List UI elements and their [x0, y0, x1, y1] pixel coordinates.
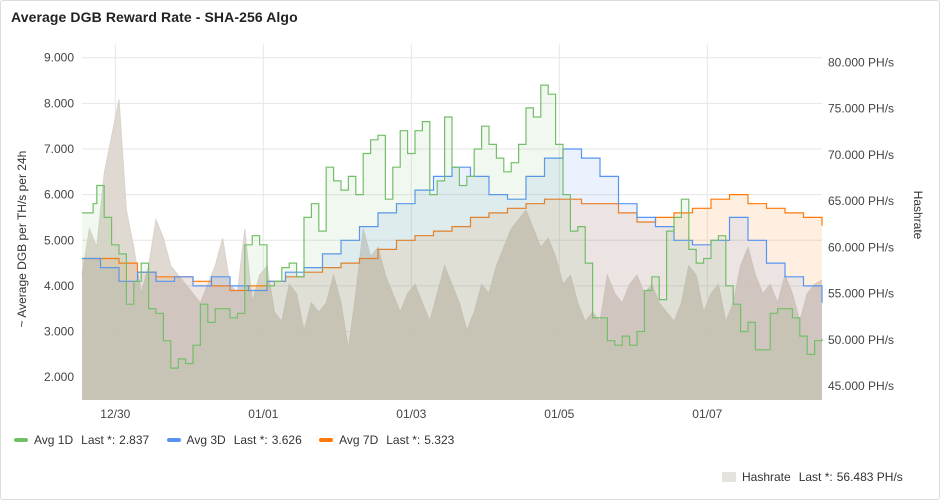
legend-item-hashrate[interactable]: Hashrate Last *: 56.483 PH/s	[722, 470, 903, 484]
legend-swatch-avg-7d	[319, 438, 334, 442]
y-tick-label-left: 8.000	[44, 96, 74, 110]
legend-label-avg-3d: Avg 3D	[186, 433, 226, 447]
y-tick-label-left: 6.000	[44, 188, 74, 202]
legend-label-avg-1d: Avg 1D	[34, 433, 74, 447]
legend-last-label: Last *:	[386, 433, 421, 447]
legend-swatch-avg-1d	[14, 438, 28, 442]
legend-item-avg-1d[interactable]: Avg 1D Last *: 2.837	[14, 433, 149, 447]
legend-last-label: Last *:	[81, 433, 116, 447]
series-area-hashrate	[82, 99, 822, 400]
y-tick-label-left: 9.000	[44, 51, 74, 65]
legend-last-label: Last *:	[233, 433, 268, 447]
series-area-avg-1d	[82, 85, 822, 400]
y-tick-label-left: 7.000	[44, 142, 74, 156]
legend-swatch-hashrate	[722, 472, 736, 482]
y-tick-label-right: 65.000 PH/s	[828, 194, 894, 208]
legend-label-avg-7d: Avg 7D	[339, 433, 379, 447]
legend-last-value-avg-3d: 3.626	[271, 433, 302, 447]
y-tick-label-right: 80.000 PH/s	[828, 55, 894, 69]
legend-item-avg-7d[interactable]: Avg 7D Last *: 5.323	[319, 433, 454, 447]
y-tick-label-right: 55.000 PH/s	[828, 287, 894, 301]
y-tick-label-right: 50.000 PH/s	[828, 333, 894, 347]
legend-last-label: Last *:	[798, 470, 833, 484]
legend-last-value-hashrate: 56.483 PH/s	[836, 470, 903, 484]
x-tick-label: 01/07	[692, 407, 722, 421]
legend-last-value-avg-1d: 2.837	[119, 433, 150, 447]
series-line-avg-1d	[82, 84, 823, 369]
x-tick-label: 12/30	[100, 407, 130, 421]
y-tick-label-left: 2.000	[44, 370, 74, 384]
series-area-avg-7d	[82, 194, 822, 400]
x-tick-label: 01/03	[396, 407, 426, 421]
x-tick-label: 01/01	[248, 407, 278, 421]
x-tick-label: 01/05	[544, 407, 574, 421]
series-line-hashrate	[81, 99, 823, 350]
y-tick-label-left: 3.000	[44, 325, 74, 339]
panel-title: Average DGB Reward Rate - SHA-256 Algo	[11, 9, 298, 25]
y-tick-label-left: 4.000	[44, 279, 74, 293]
legend-bottom-row: Hashrate Last *: 56.483 PH/s	[722, 470, 903, 485]
legend-last-value-avg-7d: 5.323	[424, 433, 455, 447]
series-line-avg-7d	[82, 194, 823, 292]
legend-item-avg-3d[interactable]: Avg 3D Last *: 3.626	[166, 433, 302, 447]
y-tick-label-left: 5.000	[44, 233, 74, 247]
legend-label-hashrate: Hashrate	[742, 470, 791, 484]
y-tick-label-right: 70.000 PH/s	[828, 148, 894, 162]
y-tick-label-right: 60.000 PH/s	[828, 240, 894, 254]
y-tick-label-right: 45.000 PH/s	[828, 379, 894, 393]
legend-swatch-avg-3d	[166, 438, 181, 442]
y-tick-label-right: 75.000 PH/s	[828, 102, 894, 116]
legend-top-row: Avg 1D Last *: 2.837 Avg 3D Last *: 3.62…	[14, 431, 468, 447]
